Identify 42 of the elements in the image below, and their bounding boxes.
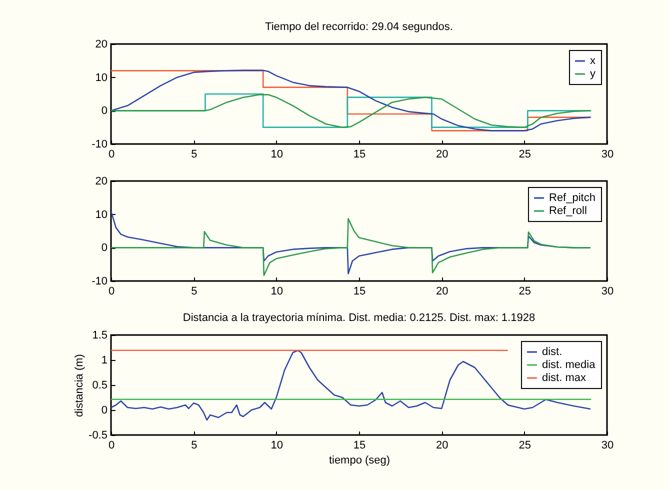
x-tick-label: 5 <box>191 286 198 298</box>
legend-label: dist. max <box>542 372 587 384</box>
y-tick-label: -0.5 <box>88 430 108 442</box>
x-tick-label: 30 <box>601 440 614 452</box>
y-tick-label: 0 <box>101 105 108 118</box>
x-tick-label: 25 <box>518 440 531 452</box>
y-tick-label: 0 <box>101 242 108 254</box>
x-tick-label: 25 <box>518 286 531 298</box>
y-tick-label: -10 <box>92 138 108 150</box>
x-tick-label: 10 <box>270 440 283 452</box>
legend-label: Ref_pitch <box>549 192 596 204</box>
x-tick-label: 5 <box>191 148 198 160</box>
x-tick-label: 20 <box>436 440 448 452</box>
y-tick-label: -10 <box>92 276 108 288</box>
y-tick-label: 1.5 <box>92 330 108 342</box>
x-tick-label: 20 <box>436 286 448 298</box>
chart-title: Distancia a la trayectoria mínima. Dist. media: 0.2125. Dist. max: 1.1928 <box>182 312 536 324</box>
y-tick-label: 20 <box>95 176 108 188</box>
y-axis-title: distancia (m) <box>74 354 86 417</box>
y-tick-label: 10 <box>95 208 108 221</box>
y-tick-label: 20 <box>95 38 108 50</box>
x-tick-label: 15 <box>353 148 366 160</box>
x-tick-label: 25 <box>518 148 531 160</box>
x-axis-title: tiempo (seg) <box>328 454 390 466</box>
y-tick-label: 1 <box>101 354 108 366</box>
x-tick-label: 20 <box>436 148 448 160</box>
y-tick-label: 10 <box>95 72 108 84</box>
x-tick-label: 5 <box>191 440 198 452</box>
x-tick-label: 10 <box>270 148 283 160</box>
legend-label: dist. media <box>542 359 596 371</box>
y-tick-label: 0.5 <box>92 380 108 392</box>
x-tick-label: 30 <box>601 148 614 160</box>
y-tick-label: 0 <box>101 404 108 416</box>
x-tick-label: 15 <box>353 286 366 298</box>
x-tick-label: 10 <box>270 286 283 298</box>
chart-title: Tiempo del recorrido: 29.04 segundos. <box>265 21 453 33</box>
legend-label: dist. <box>542 346 562 358</box>
x-tick-label: 15 <box>353 440 366 452</box>
legend-label: y <box>590 68 596 80</box>
legend-label: x <box>590 55 596 67</box>
x-tick-label: 30 <box>601 286 614 298</box>
legend-label: Ref_roll <box>549 205 587 217</box>
